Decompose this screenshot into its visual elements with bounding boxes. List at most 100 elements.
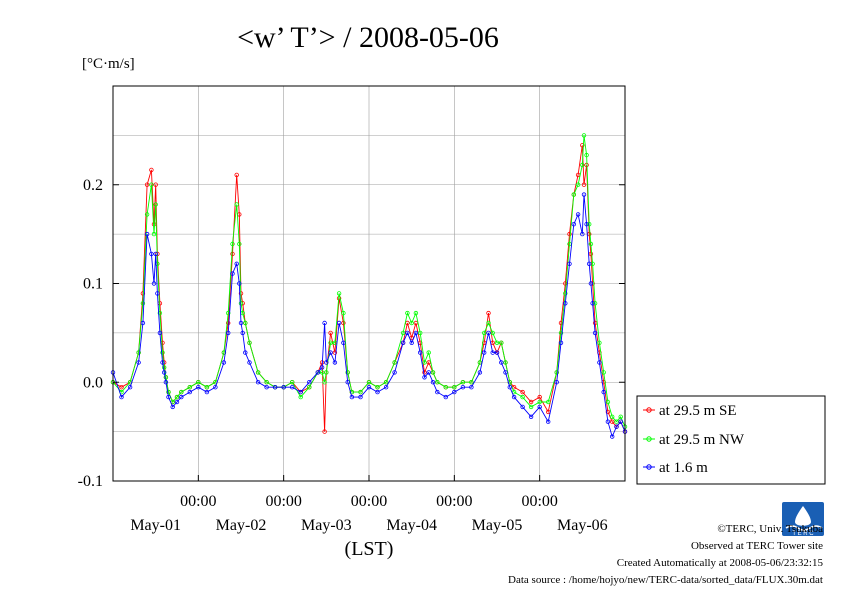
data-point	[144, 212, 150, 217]
terc-logo-text: T E R C	[792, 531, 814, 537]
data-point	[601, 370, 606, 375]
data-point	[597, 360, 602, 365]
data-point	[358, 394, 363, 400]
data-point	[587, 261, 592, 266]
data-point	[247, 360, 252, 365]
data-point	[618, 419, 623, 424]
data-point	[160, 360, 165, 365]
data-point	[503, 370, 508, 375]
data-point	[238, 301, 244, 306]
x-axis: 00:00 00:00 00:00 00:00 00:00 May-01 May-02 May…	[130, 475, 608, 534]
data-point	[528, 414, 534, 419]
terc-logo: T E R C	[782, 502, 824, 537]
legend-box	[636, 395, 826, 485]
data-point	[290, 380, 295, 385]
data-point	[315, 370, 320, 375]
legend-marker-se	[646, 407, 652, 413]
x-tick-date-label: May-04	[386, 517, 437, 534]
data-point	[136, 350, 141, 355]
y-tick-label: 0.2	[83, 177, 103, 194]
data-point	[221, 360, 227, 365]
data-point	[422, 375, 427, 380]
data-point	[580, 231, 585, 237]
data-point	[494, 350, 500, 355]
data-point	[422, 370, 427, 375]
data-point	[581, 192, 587, 197]
series-layer	[110, 133, 628, 439]
data-point	[409, 340, 414, 345]
data-point	[328, 330, 333, 336]
data-point	[460, 385, 466, 390]
data-point	[452, 385, 457, 390]
data-point	[490, 350, 495, 355]
legend-label-se: at 29.5 m SE	[659, 403, 737, 419]
data-point	[272, 385, 278, 390]
data-point	[494, 340, 500, 345]
data-point	[614, 419, 619, 424]
data-point	[345, 370, 350, 375]
y-axis: 0.2 0.1 0.0 -0.1	[78, 177, 625, 490]
data-point	[264, 385, 269, 390]
data-point	[234, 172, 239, 178]
data-point	[435, 389, 440, 395]
data-point	[571, 192, 576, 197]
data-point	[443, 385, 448, 390]
data-point	[234, 202, 239, 207]
data-point	[592, 330, 598, 336]
data-point	[336, 320, 342, 326]
data-point	[119, 394, 124, 400]
data-point	[567, 261, 572, 266]
data-point	[575, 182, 581, 187]
data-point	[196, 380, 201, 385]
legend-marker-nw	[646, 436, 652, 442]
data-point	[563, 301, 568, 306]
data-point	[482, 350, 487, 355]
data-point	[610, 419, 615, 424]
data-point	[119, 385, 124, 390]
data-point	[418, 350, 423, 355]
data-point	[332, 350, 338, 355]
data-point	[255, 380, 261, 385]
data-point	[409, 320, 414, 326]
data-point	[170, 404, 175, 410]
data-point	[237, 281, 242, 286]
x-tick-time-label: 00:00	[265, 493, 301, 510]
data-point	[443, 394, 448, 400]
data-point	[307, 380, 312, 385]
data-point	[136, 360, 141, 365]
data-point	[187, 385, 192, 390]
data-point	[349, 394, 355, 400]
data-point	[366, 380, 372, 385]
data-point	[587, 221, 592, 227]
data-point	[499, 340, 504, 345]
y-tick-label: -0.1	[78, 473, 103, 490]
x-tick-date-label: May-02	[216, 517, 267, 534]
legend-label-1-6m: at 1.6 m	[659, 460, 708, 476]
data-point	[345, 380, 350, 385]
data-point	[237, 241, 242, 247]
data-point	[413, 330, 419, 336]
data-point	[558, 330, 564, 336]
data-point	[400, 340, 406, 345]
data-point	[610, 434, 615, 439]
data-point	[341, 320, 346, 326]
data-point	[405, 330, 410, 336]
data-point	[558, 340, 564, 345]
data-point	[144, 231, 150, 237]
data-point	[605, 399, 611, 405]
data-point	[161, 370, 167, 375]
data-point	[537, 394, 542, 400]
data-point	[319, 365, 325, 370]
chart-title: <w’ T’> / 2008-05-06	[237, 21, 499, 54]
legend-item-nw: at 29.5 m NW	[643, 432, 745, 448]
data-point	[520, 404, 525, 410]
data-point	[554, 380, 559, 385]
data-point	[238, 320, 244, 326]
data-point	[537, 399, 542, 405]
data-point	[584, 152, 589, 158]
data-point	[554, 370, 559, 375]
x-axis-label: (LST)	[345, 538, 394, 560]
data-point	[161, 365, 167, 370]
data-point	[503, 360, 508, 365]
